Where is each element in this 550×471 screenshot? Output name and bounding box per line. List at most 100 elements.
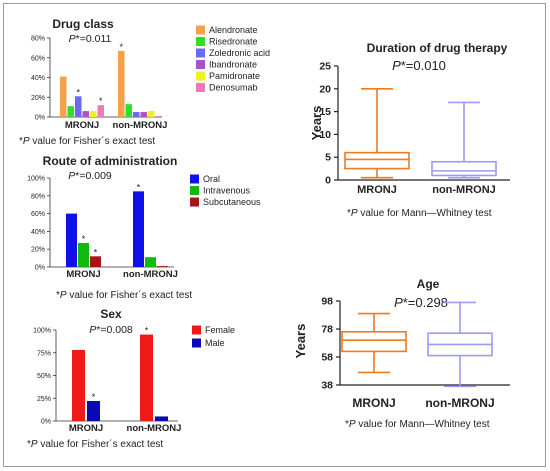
- y-tick-label: 78: [321, 324, 333, 336]
- significance-asterisk: *: [137, 182, 141, 192]
- significance-asterisk: *: [99, 96, 103, 106]
- footnote: *P value for Mann—Whitney test: [345, 419, 490, 430]
- chart-drug_class: Drug class P*=0.011 0% 20% 40% 60% 80% * * MRONJ *…: [19, 17, 270, 147]
- y-tick-label: 25: [319, 61, 331, 73]
- chart-title: Sex: [100, 307, 122, 321]
- legend-swatch: [196, 60, 205, 69]
- y-tick-label: 60%: [31, 211, 45, 218]
- p-value-label: P*=0.008: [89, 324, 133, 336]
- legend-label: Oral: [203, 174, 220, 184]
- bar: [140, 334, 153, 421]
- x-tick-label: MRONJ: [352, 396, 395, 410]
- legend-swatch: [196, 71, 205, 81]
- chart-sex: Sex P*=0.008 0% 25% 50% 75% 100% * MRONJ * non-MRO…: [27, 307, 235, 450]
- y-tick-label: 100%: [33, 328, 51, 335]
- y-tick-label: 20: [319, 83, 331, 95]
- significance-asterisk: *: [92, 392, 96, 402]
- x-tick-label: MRONJ: [66, 269, 100, 280]
- legend-swatch: [192, 338, 201, 348]
- legend-label: Zoledronic acid: [209, 48, 270, 58]
- p-value-label: P*=0.298: [394, 295, 448, 310]
- chart-age: Age P*=0.298 38 58 78 98 Years MRONJ non-MRONJ *P…: [293, 277, 510, 430]
- y-tick-label: 25%: [37, 396, 51, 403]
- figure-frame: [3, 3, 546, 467]
- footnote: *P value for Mann—Whitney test: [347, 208, 492, 219]
- bar: [90, 111, 97, 117]
- legend-swatch: [190, 186, 199, 195]
- y-axis-label: Years: [309, 106, 324, 141]
- y-tick-label: 50%: [37, 373, 51, 380]
- bar: [140, 112, 147, 117]
- legend-label: Pamidronate: [209, 71, 260, 81]
- y-tick-label: 20%: [31, 247, 45, 254]
- y-tick-label: 38: [321, 380, 333, 392]
- box-mronj: [344, 88, 410, 179]
- y-tick-label: 0: [325, 175, 331, 187]
- x-tick-label: non-MRONJ: [432, 184, 496, 196]
- legend-swatch: [190, 197, 199, 207]
- bar: [82, 111, 89, 117]
- significance-asterisk: *: [145, 326, 149, 336]
- legend-swatch: [196, 25, 205, 35]
- bar: [72, 350, 85, 421]
- bar: [97, 105, 104, 117]
- y-tick-label: 10: [319, 129, 331, 141]
- x-tick-label: non-MRONJ: [425, 396, 494, 410]
- y-tick-label: 75%: [37, 350, 51, 357]
- y-tick-label: 15: [319, 106, 331, 118]
- box-iqr: [344, 151, 410, 170]
- p-value-label: P*=0.011: [69, 33, 112, 45]
- significance-asterisk: *: [76, 87, 80, 97]
- y-tick-label: 100%: [27, 176, 45, 183]
- x-tick-label: MRONJ: [69, 423, 103, 434]
- bar: [60, 76, 67, 117]
- significance-asterisk: *: [94, 247, 98, 257]
- footnote: *P value for Fisher´s exact test: [27, 438, 163, 450]
- y-tick-label: 40%: [31, 75, 45, 82]
- y-tick-label: 58: [321, 352, 333, 364]
- legend-label: Alendronate: [209, 25, 258, 35]
- footnote: *P value for Fisher´s exact test: [19, 135, 155, 147]
- chart-duration: Duration of drug therapy P*=0.010 0 5 10 15 20…: [309, 41, 510, 219]
- y-tick-label: 80%: [31, 193, 45, 200]
- bar: [87, 400, 100, 421]
- bar: [155, 416, 168, 421]
- chart-title: Duration of drug therapy: [367, 41, 508, 55]
- x-tick-label: non-MRONJ: [127, 423, 182, 434]
- bar: [118, 50, 125, 117]
- significance-asterisk: *: [119, 42, 123, 52]
- chart-route: Route of administration P*=0.009 0% 20% 40% 6…: [27, 154, 261, 301]
- box-non-mronj: [431, 101, 497, 179]
- bar: [155, 116, 162, 117]
- box-iqr: [341, 330, 407, 353]
- bar: [75, 96, 82, 117]
- x-tick-label: non-MRONJ: [113, 120, 168, 131]
- bar: [145, 257, 156, 267]
- y-tick-label: 80%: [31, 36, 45, 43]
- box-iqr: [431, 160, 497, 177]
- bar: [66, 213, 77, 267]
- legend-label: Subcutaneous: [203, 197, 261, 207]
- bar: [67, 106, 74, 117]
- chart-title: Age: [417, 277, 440, 291]
- x-tick-label: MRONJ: [65, 120, 99, 131]
- chart-title: Drug class: [52, 17, 114, 31]
- p-value-label: P*=0.009: [68, 170, 112, 182]
- significance-asterisk: *: [82, 234, 86, 244]
- x-tick-label: non-MRONJ: [123, 269, 178, 280]
- bar: [157, 266, 168, 267]
- y-tick-label: 40%: [31, 229, 45, 236]
- y-tick-label: 5: [325, 152, 331, 164]
- bar: [148, 111, 155, 117]
- legend-swatch: [190, 174, 199, 184]
- bar: [133, 191, 144, 267]
- bar: [133, 112, 140, 117]
- p-value-label: P*=0.010: [392, 58, 446, 73]
- legend: Female Male: [192, 325, 235, 348]
- y-tick-label: 0%: [41, 419, 51, 426]
- y-tick-label: 20%: [31, 95, 45, 102]
- legend-label: Ibandronate: [209, 60, 257, 70]
